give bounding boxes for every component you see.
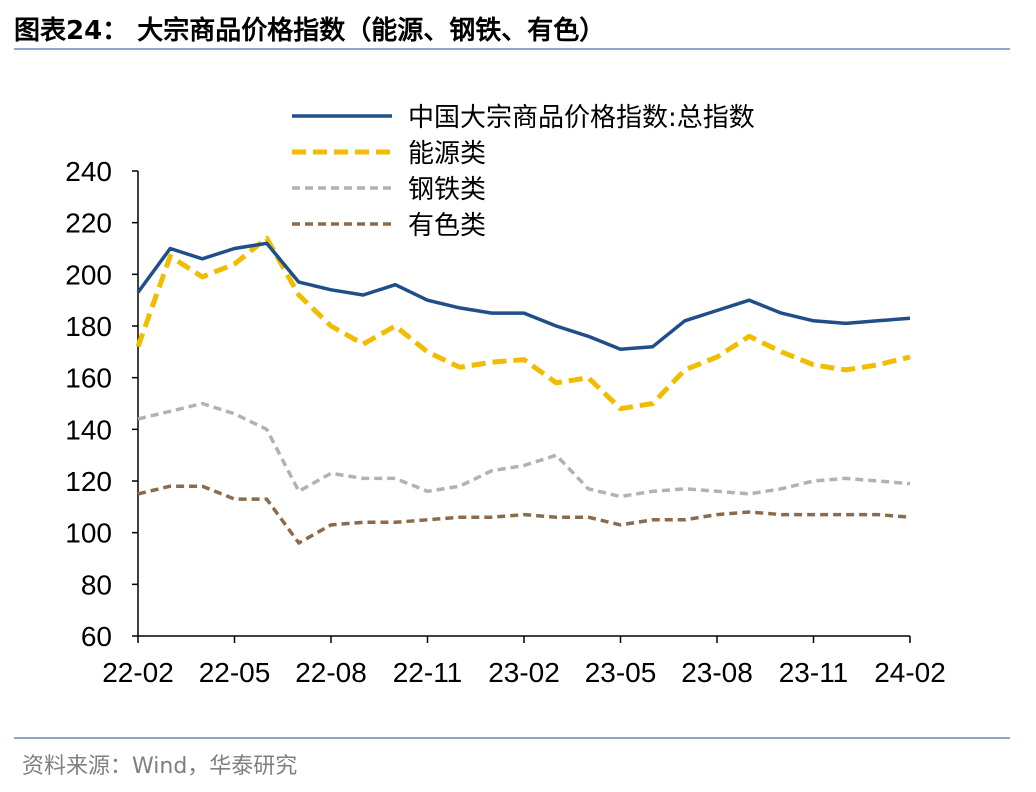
legend-label-1: 能源类 <box>408 139 486 169</box>
legend-label-2: 钢铁类 <box>408 175 486 205</box>
x-tick-label: 22-08 <box>295 657 367 688</box>
title-rule <box>14 48 1010 50</box>
legend-label-3: 有色类 <box>408 211 486 241</box>
series-line-1 <box>135 235 911 412</box>
y-tick-label: 200 <box>65 259 112 290</box>
x-tick-label: 23-05 <box>585 657 657 688</box>
y-tick-label: 180 <box>65 311 112 342</box>
source-note: 资料来源：Wind，华泰研究 <box>22 754 298 779</box>
y-tick-label: 80 <box>81 569 112 600</box>
x-tick-label: 23-02 <box>488 657 560 688</box>
x-tick-label: 23-08 <box>681 657 753 688</box>
x-tick-label: 22-02 <box>102 657 174 688</box>
y-tick-label: 240 <box>65 156 112 187</box>
legend-label-0: 中国大宗商品价格指数:总指数 <box>408 103 755 133</box>
x-tick-label: 24-02 <box>874 657 946 688</box>
series-line-2 <box>137 401 911 499</box>
y-tick-label: 160 <box>65 363 112 394</box>
y-tick-label: 220 <box>65 208 112 239</box>
series-line-0 <box>136 241 911 352</box>
y-tick-label: 120 <box>65 466 112 497</box>
x-tick-label: 22-05 <box>199 657 271 688</box>
x-tick-label: 22-11 <box>393 657 463 688</box>
y-tick-label: 60 <box>81 621 112 652</box>
y-tick-label: 100 <box>65 518 112 549</box>
y-tick-label: 140 <box>65 414 112 445</box>
series-line-3 <box>137 484 911 545</box>
figure-title: 图表24： 大宗商品价格指数（能源、钢铁、有色） <box>14 16 606 46</box>
x-tick-label: 23-11 <box>779 657 849 688</box>
footer-rule <box>14 737 1010 739</box>
